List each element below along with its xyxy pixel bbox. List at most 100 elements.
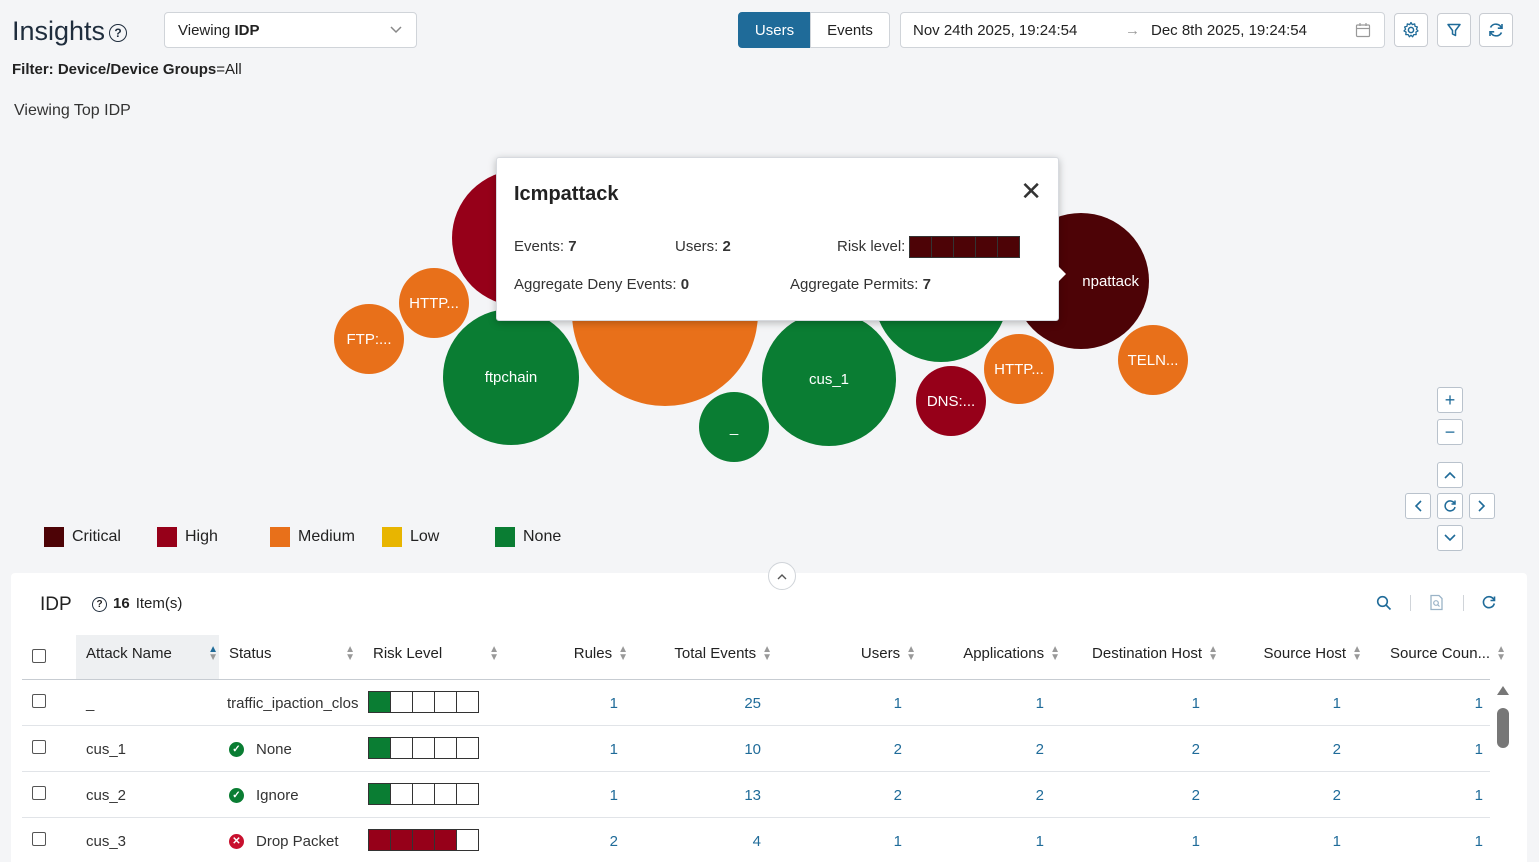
cell-link-dest[interactable]: 1 [1191, 833, 1200, 850]
risk-cell [930, 236, 954, 258]
sort-icon[interactable]: ▲ ▼ [1050, 643, 1060, 663]
cell-link-src[interactable]: 1 [1332, 833, 1341, 850]
events-toggle-button[interactable]: Events [810, 12, 890, 48]
cell-link-apps[interactable]: 1 [1035, 695, 1044, 712]
calendar-icon[interactable] [1355, 22, 1371, 38]
column-header[interactable]: Users ▲ ▼ [860, 643, 916, 663]
column-header[interactable]: Total Events ▲ ▼ [674, 643, 772, 663]
risk-cell [456, 737, 479, 759]
tooltip-deny: Aggregate Deny Events: 0 [514, 276, 690, 293]
zoom-in-button[interactable]: + [1437, 387, 1463, 413]
column-header[interactable]: Source Coun... ▲ ▼ [1390, 643, 1506, 663]
pan-up-button[interactable] [1437, 462, 1463, 488]
sort-icon[interactable]: ▲ ▼ [618, 643, 628, 663]
risk-cell [434, 783, 457, 805]
cell-link-rules[interactable]: 1 [609, 741, 618, 758]
export-button[interactable] [1429, 594, 1445, 616]
bubble[interactable]: DNS:... [916, 366, 986, 436]
cell-link-rules[interactable]: 2 [609, 833, 618, 850]
column-header[interactable]: Applications ▲ ▼ [963, 643, 1060, 663]
minus-icon: − [1444, 421, 1456, 442]
row-checkbox[interactable] [32, 786, 46, 800]
filter-button[interactable] [1437, 13, 1471, 47]
collapse-chart-button[interactable] [768, 562, 796, 590]
cell-link-users[interactable]: 2 [893, 787, 902, 804]
sort-icon[interactable]: ▲ ▼ [1208, 643, 1218, 663]
cell-link-dest[interactable]: 2 [1191, 741, 1200, 758]
row-checkbox[interactable] [32, 694, 46, 708]
sort-icon[interactable]: ▲ ▼ [345, 643, 355, 663]
bubble[interactable]: ftpchain [443, 309, 579, 445]
risk-level-bar [368, 829, 479, 851]
help-icon[interactable]: ? [109, 23, 128, 42]
cell-link-events[interactable]: 10 [744, 741, 761, 758]
column-header[interactable]: Attack Name ▲ ▼ [86, 643, 218, 663]
refresh-button[interactable] [1479, 13, 1513, 47]
cell-link-apps[interactable]: 2 [1035, 787, 1044, 804]
cell-link-dest[interactable]: 1 [1191, 695, 1200, 712]
cell-link-apps[interactable]: 1 [1035, 833, 1044, 850]
scroll-up-arrow[interactable] [1497, 686, 1509, 695]
bubble[interactable]: HTTP... [984, 334, 1054, 404]
column-header[interactable]: Status ▲ ▼ [229, 643, 355, 663]
table-title: IDP [40, 594, 72, 615]
sort-icon[interactable]: ▲ ▼ [489, 643, 499, 663]
viewing-prefix: Viewing [178, 21, 231, 39]
sort-icon[interactable]: ▲ ▼ [762, 643, 772, 663]
cell-link-events[interactable]: 25 [744, 695, 761, 712]
bubble[interactable]: HTTP... [399, 268, 469, 338]
sort-icon[interactable]: ▲ ▼ [1352, 643, 1362, 663]
date-to[interactable]: Dec 8th 2025, 19:24:54 [1151, 21, 1307, 39]
toolbar-divider [1410, 595, 1411, 611]
row-checkbox[interactable] [32, 832, 46, 846]
cell-link-src[interactable]: 1 [1332, 695, 1341, 712]
sort-icon[interactable]: ▲ ▼ [1496, 643, 1506, 663]
cell-link-rules[interactable]: 1 [609, 695, 618, 712]
help-icon[interactable]: ? [92, 596, 107, 612]
cell-link-country[interactable]: 1 [1474, 695, 1483, 712]
select-all-checkbox[interactable] [32, 649, 46, 663]
table-refresh-button[interactable] [1481, 594, 1497, 615]
cell-link-users[interactable]: 2 [893, 741, 902, 758]
cell-link-src[interactable]: 2 [1332, 741, 1341, 758]
scrollbar-thumb[interactable] [1497, 708, 1509, 748]
cell-link-events[interactable]: 13 [744, 787, 761, 804]
pan-right-button[interactable] [1469, 493, 1495, 519]
settings-button[interactable] [1394, 13, 1428, 47]
cell-link-country[interactable]: 1 [1474, 741, 1483, 758]
zoom-out-button[interactable]: − [1437, 419, 1463, 445]
bubble[interactable]: TELN... [1118, 325, 1188, 395]
cell-link-rules[interactable]: 1 [609, 787, 618, 804]
row-checkbox[interactable] [32, 740, 46, 754]
search-button[interactable] [1376, 595, 1392, 616]
reset-view-button[interactable] [1437, 493, 1463, 519]
date-range-picker[interactable]: Nov 24th 2025, 19:24:54 → Dec 8th 2025, … [900, 12, 1385, 48]
viewing-dropdown[interactable]: Viewing IDP [164, 12, 417, 48]
bubble[interactable]: FTP:... [334, 304, 404, 374]
cell-link-apps[interactable]: 2 [1035, 741, 1044, 758]
cell-link-country[interactable]: 1 [1474, 787, 1483, 804]
check-circle-icon: ✓ [229, 742, 244, 757]
cell-link-src[interactable]: 2 [1332, 787, 1341, 804]
risk-cell [412, 829, 435, 851]
sort-icon[interactable]: ▲ ▼ [906, 643, 916, 663]
cell-link-users[interactable]: 1 [893, 695, 902, 712]
bubble[interactable]: cus_1 [762, 312, 896, 446]
users-toggle-button[interactable]: Users [738, 12, 811, 48]
column-header[interactable]: Destination Host ▲ ▼ [1092, 643, 1218, 663]
risk-cell [456, 691, 479, 713]
cell-link-users[interactable]: 1 [893, 833, 902, 850]
bubble[interactable]: _ [699, 392, 769, 462]
column-header[interactable]: Rules ▲ ▼ [573, 643, 628, 663]
legend-swatch [270, 527, 290, 547]
cell-link-country[interactable]: 1 [1474, 833, 1483, 850]
column-header[interactable]: Risk Level ▲ ▼ [373, 643, 499, 663]
pan-down-button[interactable] [1437, 525, 1463, 551]
close-icon[interactable]: ✕ [1020, 176, 1042, 206]
cell-link-events[interactable]: 4 [752, 833, 761, 850]
column-header[interactable]: Source Host ▲ ▼ [1263, 643, 1362, 663]
cell-link-dest[interactable]: 2 [1191, 787, 1200, 804]
sort-icon[interactable]: ▲ ▼ [208, 643, 218, 663]
date-from[interactable]: Nov 24th 2025, 19:24:54 [913, 21, 1078, 39]
pan-left-button[interactable] [1405, 493, 1431, 519]
